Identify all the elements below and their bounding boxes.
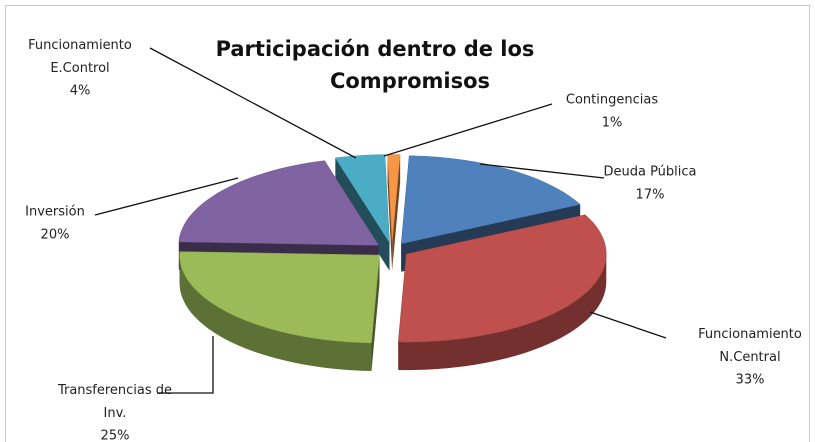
pie-tops bbox=[178, 154, 607, 344]
slice-value-label: 33% bbox=[736, 373, 765, 388]
slice-value-label: 4% bbox=[70, 84, 91, 99]
slice-side bbox=[179, 255, 372, 371]
slice-value-label: 1% bbox=[602, 116, 623, 131]
leader-line bbox=[149, 47, 357, 159]
slice-label: Inversión bbox=[25, 205, 85, 220]
slice bbox=[387, 154, 401, 243]
slice-label: Funcionamiento E.Control bbox=[28, 38, 132, 76]
chart-title: Participación dentro de los Compromisos bbox=[216, 37, 535, 93]
slice-label: Funcionamiento N.Central bbox=[698, 327, 802, 365]
slice-label: Contingencias bbox=[566, 93, 658, 108]
slice-label: Transferencias de Inv. bbox=[57, 383, 172, 421]
slice-value-label: 25% bbox=[101, 429, 130, 442]
slice-value-label: 17% bbox=[636, 188, 665, 203]
leader-line bbox=[383, 103, 553, 157]
slice bbox=[398, 214, 607, 343]
slice bbox=[400, 155, 581, 245]
slice-value-label: 20% bbox=[41, 228, 70, 243]
leader-line bbox=[94, 177, 239, 216]
slice-label: Deuda Pública bbox=[603, 165, 696, 180]
slice-side bbox=[398, 254, 607, 371]
leader-line bbox=[157, 336, 214, 394]
slice-wall bbox=[387, 154, 393, 271]
slice-wall bbox=[392, 154, 401, 271]
slice-wall bbox=[371, 255, 380, 372]
slice bbox=[334, 154, 390, 244]
leader-line bbox=[589, 311, 667, 339]
slice bbox=[179, 251, 380, 344]
slice bbox=[178, 160, 380, 246]
leader-line bbox=[479, 163, 605, 179]
